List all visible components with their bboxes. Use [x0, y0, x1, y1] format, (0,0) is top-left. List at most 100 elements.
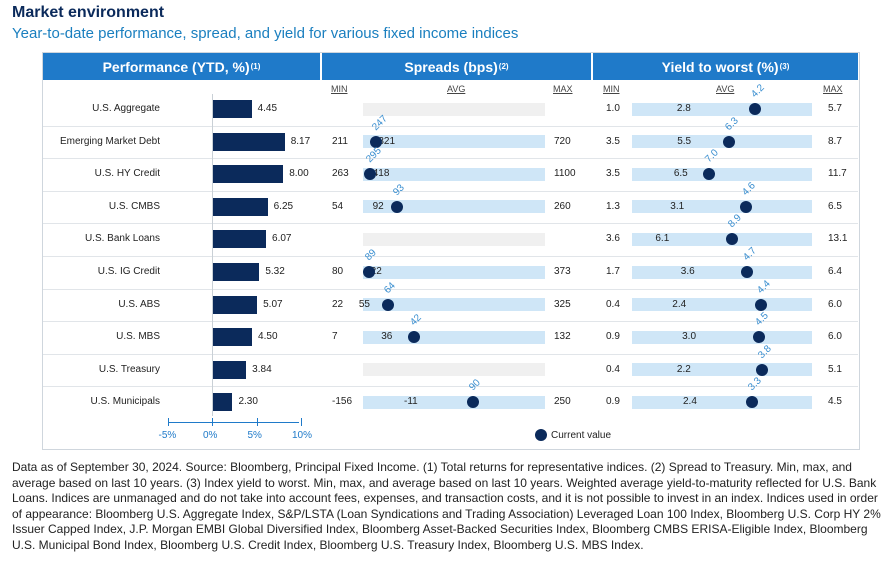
row-separator: [43, 321, 858, 323]
yield-avg-label: 3.0: [682, 331, 697, 343]
spread-max: 325: [554, 298, 571, 310]
yield-avg-header: AVG: [716, 84, 735, 94]
spread-min: 211: [332, 135, 348, 147]
perf-value: 5.32: [265, 266, 285, 277]
yield-min: 3.5: [606, 135, 620, 147]
spread-range: [363, 298, 545, 312]
perf-value: 4.50: [258, 331, 278, 343]
yield-current-marker: [740, 266, 753, 278]
perf-value: 3.84: [252, 363, 272, 375]
yield-min: 0.4: [606, 363, 620, 375]
perf-value: 2.30: [238, 396, 258, 408]
yield-range: [632, 265, 812, 279]
spread-max: 260: [554, 200, 571, 212]
spread-current-marker: [369, 135, 382, 148]
perf-value: 8.00: [289, 168, 309, 180]
spread-empty-track: [363, 363, 545, 377]
spread-avg-label: 36: [381, 331, 393, 343]
yield-max: 5.1: [828, 363, 842, 375]
yield-avg-label: 6.1: [655, 233, 670, 245]
yield-max-header: MAX: [823, 84, 843, 94]
yield-min: 0.9: [606, 396, 620, 408]
row-label: U.S. HY Credit: [94, 168, 160, 180]
yield-header: Yield to worst (%) (3): [593, 53, 858, 80]
spread-empty-track: [363, 102, 545, 116]
spread-max: 373: [554, 266, 571, 277]
spread-avg-label: 55: [358, 298, 370, 310]
yield-avg-label: 3.1: [670, 200, 685, 212]
yield-max: 13.1: [828, 233, 848, 245]
perf-axis-tick-label: 10%: [292, 430, 313, 441]
spread-current-marker: [391, 200, 404, 213]
yield-avg-label: 2.4: [683, 396, 697, 408]
spread-avg-label: 321: [378, 135, 396, 147]
yield-current-marker: [754, 298, 767, 311]
perf-axis-tick: [256, 418, 258, 426]
yield-min: 3.6: [606, 233, 620, 245]
divider-1: [320, 53, 322, 448]
spread-max: 1100: [554, 168, 576, 180]
perf-value: 6.25: [273, 200, 294, 212]
yield-current-marker: [753, 331, 766, 344]
spread-min: 263: [332, 168, 349, 180]
yield-current-marker: [748, 103, 761, 115]
yield-min: 3.5: [606, 168, 620, 180]
yield-range: [632, 167, 812, 181]
yield-range: [632, 200, 812, 214]
spread-range: [363, 200, 545, 214]
perf-bar: [212, 132, 285, 151]
row-separator: [43, 288, 858, 290]
page-subtitle: Year-to-date performance, spread, and yi…: [12, 25, 519, 42]
perf-value: 5.07: [263, 298, 283, 310]
perf-bar: [212, 295, 258, 314]
row-separator: [43, 125, 858, 127]
legend-marker: [535, 429, 547, 441]
row-separator: [43, 256, 858, 257]
yield-min: 1.3: [606, 200, 620, 212]
row-label: U.S. Bank Loans: [84, 233, 160, 245]
row-label: Emerging Market Debt: [59, 135, 160, 147]
spread-max: 132: [554, 331, 571, 343]
yield-avg-label: 6.5: [673, 168, 688, 180]
yield-range: [632, 298, 812, 312]
spread-min: 54: [332, 200, 344, 212]
row-label: U.S. Aggregate: [92, 103, 160, 114]
spread-empty-track: [363, 232, 545, 246]
spread-current-marker: [407, 331, 420, 344]
yield-current-marker: [722, 135, 735, 148]
yield-current-marker: [702, 168, 715, 181]
perf-value: 4.45: [257, 103, 278, 114]
yield-max: 11.7: [828, 168, 847, 180]
chart-frame: [42, 52, 860, 450]
perf-value: 6.07: [272, 233, 292, 245]
spread-avg-header: AVG: [447, 84, 466, 94]
yield-current-marker: [740, 200, 753, 213]
perf-axis-tick-label: 0%: [203, 430, 218, 441]
spread-current-marker: [467, 396, 480, 409]
yield-min: 1.0: [606, 103, 620, 114]
spread-max-header: MAX: [553, 84, 573, 94]
perf-value: 8.17: [290, 135, 311, 147]
spread-min: 80: [332, 266, 344, 277]
yield-max: 5.7: [828, 103, 842, 114]
spread-range: [363, 265, 545, 279]
spread-range: [363, 167, 545, 181]
spread-min-header: MIN: [331, 84, 348, 94]
row-label: U.S. Treasury: [98, 363, 160, 375]
spreads-header: Spreads (bps) (2): [322, 53, 591, 80]
spread-avg-label: 92: [372, 200, 384, 212]
row-label: U.S. MBS: [116, 331, 160, 343]
yield-current-marker: [726, 233, 739, 246]
legend-label: Current value: [551, 430, 612, 441]
spread-current-marker: [362, 266, 375, 278]
row-label: U.S. IG Credit: [97, 266, 160, 277]
perf-bar: [212, 197, 268, 216]
perf-zero-line: [212, 94, 213, 416]
row-separator: [43, 353, 858, 355]
spread-range: [363, 395, 545, 409]
yield-min: 0.9: [606, 331, 620, 343]
yield-max: 4.5: [828, 396, 842, 408]
spread-current-marker: [363, 168, 376, 181]
yield-current-marker: [756, 363, 769, 376]
perf-bar: [212, 100, 252, 118]
